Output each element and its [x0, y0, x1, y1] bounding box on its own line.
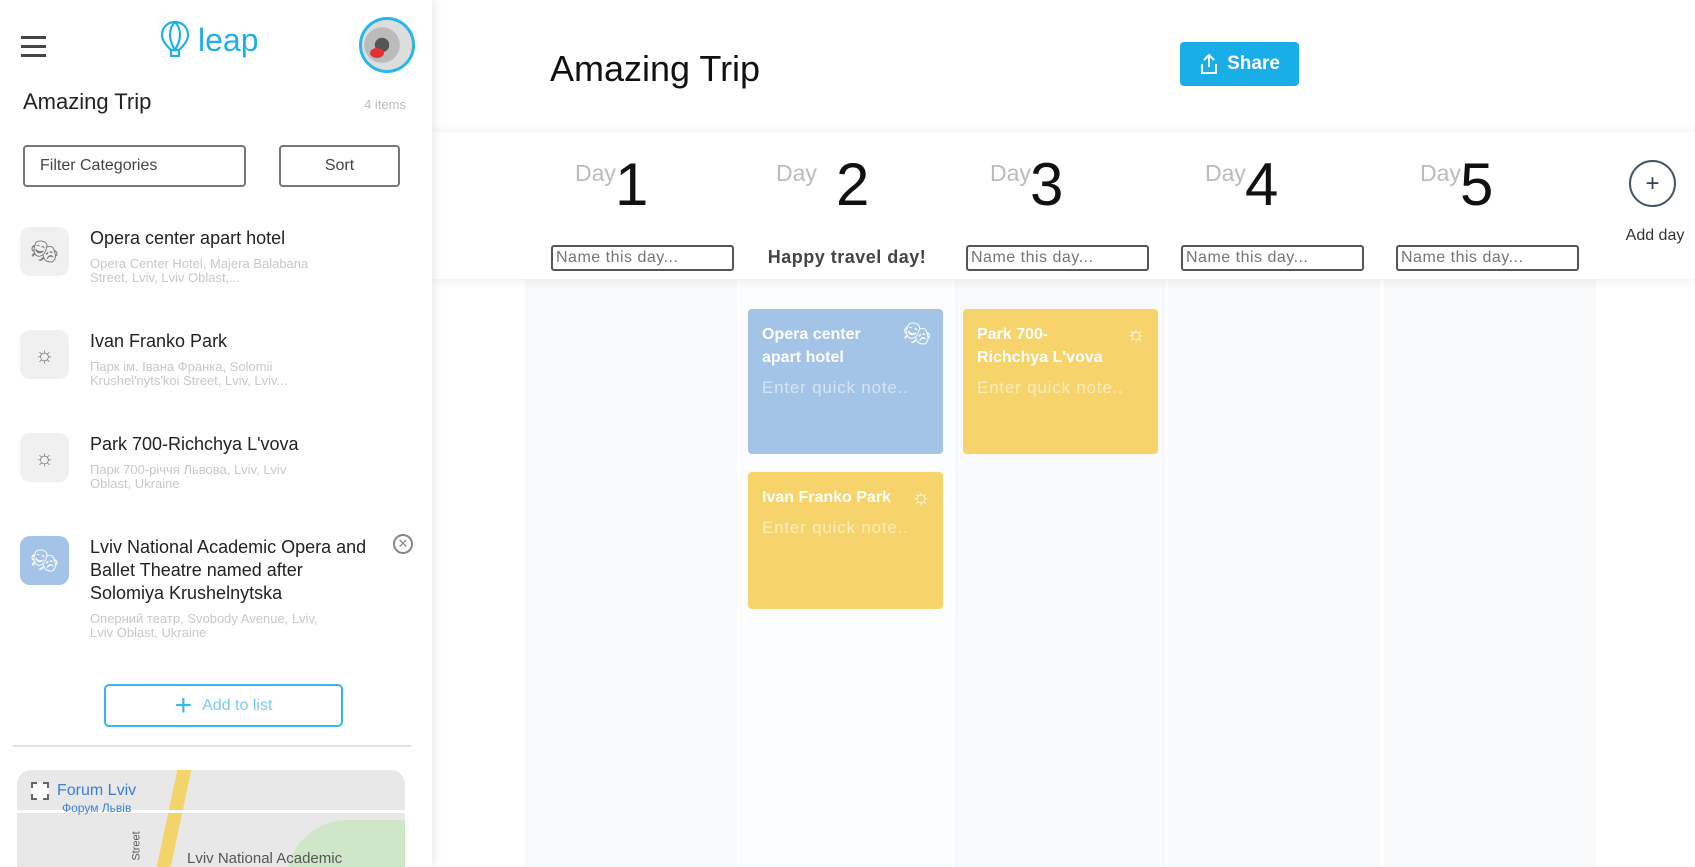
map-label: Street — [130, 831, 143, 861]
share-icon — [1201, 53, 1218, 74]
balloon-icon — [160, 20, 190, 58]
logo-text: leap — [198, 21, 259, 58]
day-header: Day 1 — [540, 140, 754, 275]
map-label: Lviv National Academic — [187, 850, 343, 867]
add-day-button[interactable]: + — [1629, 160, 1676, 207]
page-title: Amazing Trip — [550, 48, 761, 89]
theater-masks-icon: 🎭︎ — [903, 321, 931, 346]
activity-card[interactable]: Park 700-Richchya L'vova ☼ Enter quick n… — [963, 309, 1158, 454]
sun-icon: ☼ — [20, 433, 69, 482]
item-address: Парк ім. Івана Франка, Solomii Krushel'n… — [90, 359, 288, 388]
card-title: Park 700-Richchya L'vova — [977, 326, 1103, 366]
day-column — [525, 279, 737, 867]
quick-note-input[interactable]: Enter quick note.. — [977, 378, 1124, 397]
map[interactable]: Forum Lviv Форум Львів Lviv National Aca… — [17, 770, 405, 867]
sidebar: leap Amazing Trip 4 items Filter Categor… — [0, 0, 432, 867]
day-header: Day 5 — [1385, 140, 1599, 275]
day-label: Day — [990, 160, 1031, 186]
day-column — [1384, 279, 1596, 867]
day-name-input[interactable] — [966, 245, 1149, 271]
remove-item-icon[interactable]: ✕ — [393, 534, 413, 554]
sun-icon: ☼ — [20, 330, 69, 379]
item-title: Opera center apart hotel — [90, 228, 286, 248]
item-title: Ivan Franko Park — [90, 331, 228, 351]
day-number: 1 — [615, 151, 649, 218]
share-label: Share — [1227, 53, 1280, 74]
day-header: Day 3 — [955, 140, 1169, 275]
divider — [13, 745, 411, 747]
day-header: Day 2 Happy travel day! — [740, 140, 954, 275]
map-label: Forum Lviv — [57, 782, 137, 799]
day-column — [1168, 279, 1380, 867]
activity-card[interactable]: Ivan Franko Park ☼ Enter quick note.. — [748, 472, 943, 609]
day-label: Day — [1420, 160, 1461, 186]
card-title: Ivan Franko Park — [762, 489, 891, 506]
plus-icon: + — [174, 688, 193, 722]
day-number: 5 — [1460, 151, 1494, 218]
day-number: 4 — [1245, 151, 1279, 218]
logo: leap — [160, 20, 259, 60]
filter-categories-button[interactable]: Filter Categories — [23, 145, 246, 187]
plus-icon: + — [1645, 169, 1660, 197]
fullscreen-icon[interactable] — [31, 782, 49, 800]
sort-button[interactable]: Sort — [279, 145, 400, 187]
theater-masks-icon: 🎭︎ — [20, 536, 69, 585]
day-name-input[interactable] — [551, 245, 734, 271]
menu-icon[interactable] — [21, 36, 46, 63]
item-address: Opera Center Hotel, Majera Balabana Stre… — [90, 256, 309, 285]
item-title: Lviv National Academic Opera and Ballet … — [90, 537, 367, 603]
sun-icon: ☼ — [1125, 321, 1146, 346]
share-button[interactable]: Share — [1180, 42, 1299, 86]
day-name[interactable]: Happy travel day! — [767, 247, 927, 267]
day-label: Day — [1205, 160, 1246, 186]
item-address: Оперний театр, Svobody Avenue, Lviv, Lvi… — [90, 611, 318, 640]
add-to-list-label: Add to list — [202, 696, 273, 714]
day-name-input[interactable] — [1396, 245, 1579, 271]
day-name-input[interactable] — [1181, 245, 1364, 271]
item-count: 4 items — [364, 97, 406, 112]
day-label: Day — [575, 160, 616, 186]
item-title: Park 700-Richchya L'vova — [90, 434, 299, 454]
card-title: Opera center apart hotel — [762, 326, 861, 366]
quick-note-input[interactable]: Enter quick note.. — [762, 378, 909, 397]
day-number: 2 — [836, 151, 870, 218]
map-label: Форум Львів — [62, 801, 132, 815]
day-header: Day 4 — [1170, 140, 1384, 275]
activity-card[interactable]: Opera center apart hotel 🎭︎ Enter quick … — [748, 309, 943, 454]
avatar[interactable] — [359, 17, 415, 73]
theater-masks-icon: 🎭︎ — [20, 227, 69, 276]
day-label: Day — [776, 160, 817, 186]
add-day-label: Add day — [1625, 227, 1685, 244]
day-number: 3 — [1030, 151, 1064, 218]
item-address: Парк 700-річчя Львова, Lviv, Lviv Oblast… — [90, 462, 287, 491]
add-to-list-button[interactable]: + Add to list — [104, 684, 343, 727]
sun-icon: ☼ — [910, 484, 931, 509]
list-title: Amazing Trip — [23, 89, 152, 114]
quick-note-input[interactable]: Enter quick note.. — [762, 518, 909, 537]
